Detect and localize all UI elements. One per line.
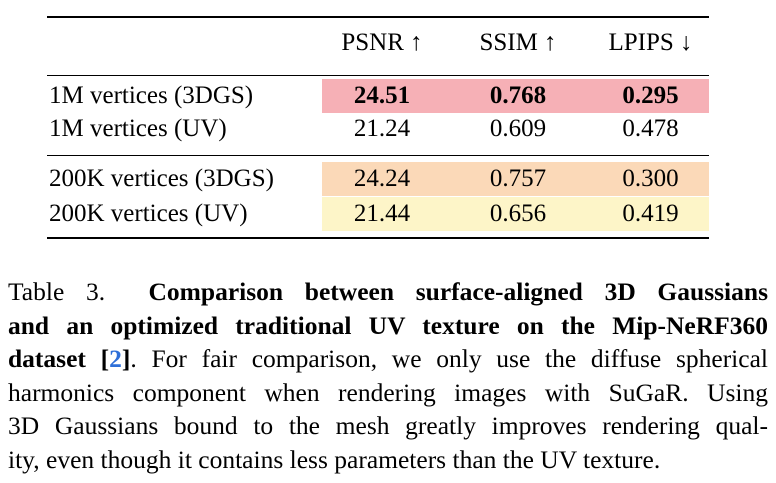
cell-ssim: 0.768 <box>489 82 547 109</box>
row-label: 1M vertices (3DGS) <box>49 82 254 109</box>
table-bottom-rule <box>47 237 709 239</box>
cell-ssim: 0.757 <box>489 165 547 192</box>
caption-text-3: . For fair comparison, we only use the d… <box>130 344 768 374</box>
cell-psnr: 24.24 <box>353 165 411 192</box>
header-ssim: SSIM ↑ <box>479 29 557 56</box>
row-label: 200K vertices (UV) <box>49 200 248 227</box>
caption-citation-link[interactable]: 2 <box>109 344 122 374</box>
header-lpips: LPIPS ↓ <box>608 29 693 56</box>
cell-lpips: 0.300 <box>622 165 679 192</box>
row-label: 1M vertices (UV) <box>49 115 227 142</box>
table-top-rule <box>47 16 709 18</box>
cell-lpips: 0.478 <box>622 115 679 142</box>
cell-lpips: 0.419 <box>622 200 679 227</box>
caption-bold-1: Comparison between surface-aligned 3D Ga… <box>148 277 769 306</box>
cell-psnr: 21.44 <box>353 200 411 227</box>
cell-psnr: 21.24 <box>353 115 411 142</box>
cell-psnr: 24.51 <box>353 82 411 109</box>
row-label: 200K vertices (3DGS) <box>49 165 274 192</box>
cell-ssim: 0.609 <box>489 115 547 142</box>
header-psnr: PSNR ↑ <box>341 29 423 56</box>
caption-text-6: ity, even though it contains less parame… <box>8 444 661 474</box>
third-highlight <box>322 197 709 231</box>
best-highlight <box>322 79 709 113</box>
caption-text-4: harmonics component when rendering image… <box>8 377 768 407</box>
caption-bold-3a: dataset [ <box>8 344 110 374</box>
second-highlight <box>322 162 709 196</box>
group-rule <box>47 155 709 156</box>
table-caption: Table 3. Comparison between surface-alig… <box>8 275 768 477</box>
caption-bold-2: and an optimized traditional UV texture … <box>8 310 768 340</box>
caption-bold-3b: ] <box>121 344 131 374</box>
caption-prefix: Table 3. <box>8 277 106 306</box>
caption-text-5: 3D Gaussians bound to the mesh greatly i… <box>8 411 768 441</box>
header-rule <box>47 75 709 76</box>
cell-ssim: 0.656 <box>489 200 547 227</box>
cell-lpips: 0.295 <box>622 82 679 109</box>
